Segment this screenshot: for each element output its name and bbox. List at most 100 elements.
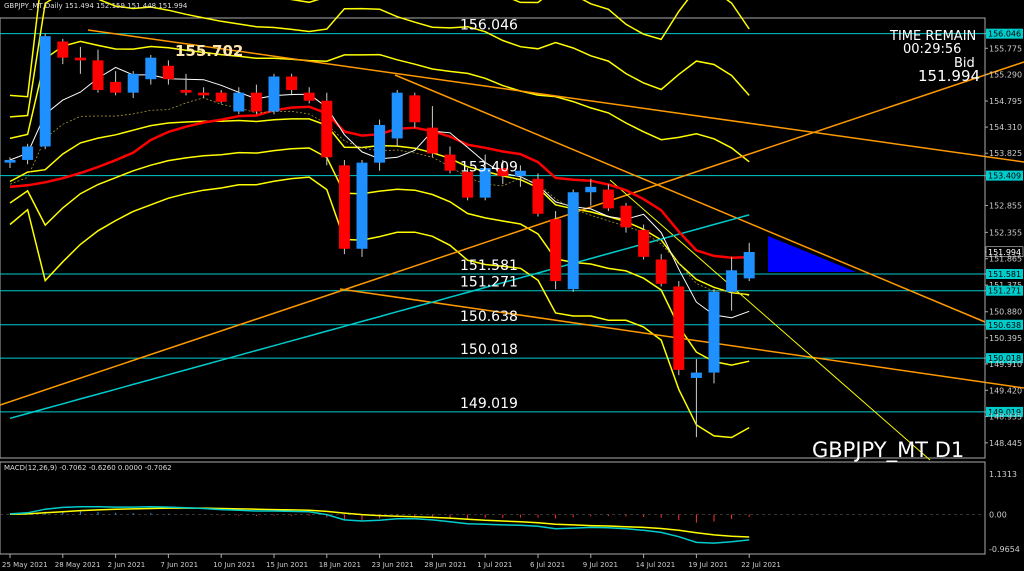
candle-bear (321, 100, 333, 158)
candles (4, 33, 755, 438)
y-tag-bg (986, 170, 1023, 181)
y-tag-bg (986, 285, 1023, 296)
x-tick-label: 19 Jul 2021 (688, 561, 728, 569)
price-axis: 156.046 155.775 155.290 154.795 154.310 153.8… (984, 18, 1024, 458)
x-tick-label: 15 Jun 2021 (266, 561, 308, 569)
macd-tick-label: 1.1313 (989, 470, 1017, 479)
macd-signal-line (9, 507, 750, 538)
bid-value: 151.994 (918, 67, 980, 85)
candle-bull (22, 146, 34, 160)
y-tick-label: 154.310 (989, 123, 1022, 132)
candle-bear (620, 205, 632, 228)
y-tick-label: 152.355 (989, 228, 1022, 237)
bid-label: Bid (954, 56, 975, 71)
candle-bear (602, 189, 614, 209)
y-tick-label: 149.910 (989, 360, 1022, 369)
candle-bear (74, 57, 86, 61)
candle-bear (444, 154, 456, 171)
candle-bear (180, 89, 192, 93)
band-upper-1 (9, 40, 750, 163)
macd-tick-label: 0.00 (989, 511, 1007, 520)
candle-bull (268, 76, 280, 112)
hline-label-151.581: 151.581 (460, 258, 518, 274)
candle-bear (550, 219, 562, 282)
trendline-channel (394, 74, 986, 323)
band-lower-2 (9, 147, 750, 366)
x-tick-label: 28 May 2021 (55, 561, 101, 569)
time-remain-value: 00:29:56 (903, 42, 961, 57)
macd-indicator: MACD(12,26,9) -0.7062 -0.6260 0.0000 -0.… (0, 464, 1020, 554)
chart-header: GBPJPY_MT,Daily 151.494 152.159 151.448 … (4, 2, 188, 10)
time-axis: 25 May 2021 28 May 2021 2 Jun 2021 7 Jun 20… (2, 554, 781, 569)
y-tick-label: 155.775 (989, 44, 1022, 53)
candle-bull (726, 270, 738, 292)
macd-panel-frame (0, 461, 986, 555)
candle-bear (57, 41, 69, 58)
y-tick-label: 151.375 (989, 281, 1022, 290)
blue-triangle-marker (768, 236, 856, 272)
y-tag-label: 150.638 (988, 321, 1021, 330)
trendline-steep (609, 179, 931, 461)
candle-bull (585, 186, 597, 193)
x-tick-label: 1 Jul 2021 (477, 561, 512, 569)
candle-bull (708, 291, 720, 373)
candle-bull (479, 168, 491, 198)
y-tag-label: 153.409 (988, 172, 1021, 181)
candle-bear (215, 92, 227, 102)
candle-bull (391, 92, 403, 139)
candle-bear (655, 259, 667, 284)
y-tick-label: 154.795 (989, 97, 1022, 106)
hline-label-151.271: 151.271 (460, 275, 518, 291)
hline-label-150.638: 150.638 (460, 309, 518, 325)
candle-bear (532, 178, 544, 214)
candle-bear (198, 92, 210, 96)
y-tag-bg (986, 319, 1023, 330)
candle-bear (673, 286, 685, 370)
candle-bear (286, 76, 298, 90)
candle-bull (233, 92, 245, 112)
y-tag-label: 150.018 (988, 354, 1021, 363)
candle-bull (39, 36, 51, 147)
y-tick-label: 155.290 (989, 70, 1022, 79)
candle-bear (303, 92, 315, 101)
y-tick-label: 151.865 (989, 255, 1022, 264)
symbol-watermark: GBPJPY_MT D1 (812, 438, 964, 463)
hline-label-156.046: 156.046 (460, 18, 518, 34)
candle-bear (497, 168, 509, 177)
y-tick-label: 150.395 (989, 334, 1022, 343)
y-tick-label: 150.880 (989, 308, 1022, 317)
ma-aqua-line (9, 214, 750, 420)
x-tick-label: 9 Jul 2021 (583, 561, 618, 569)
trendline-falling-upper (87, 29, 1024, 163)
y-tag-label: 151.271 (988, 287, 1021, 296)
y-tag-label: 156.046 (988, 30, 1021, 39)
y-tick-label: 153.825 (989, 149, 1022, 158)
x-tick-label: 6 Jul 2021 (530, 561, 565, 569)
candle-bear (250, 92, 262, 112)
y-tag-bg (986, 269, 1023, 280)
candle-bear (426, 127, 438, 154)
candle-bear (409, 95, 421, 123)
price-annotation: 155.702 (175, 42, 243, 60)
x-tick-label: 14 Jul 2021 (636, 561, 676, 569)
y-tag-label: 149.019 (988, 408, 1021, 417)
y-tick-label: 148.445 (989, 439, 1022, 448)
candle-bull (690, 372, 702, 378)
horizontal-levels (0, 33, 985, 413)
candle-bull (145, 57, 157, 80)
x-tick-label: 23 Jun 2021 (372, 561, 414, 569)
candle-bull (514, 170, 526, 177)
trendline-rising (0, 61, 1024, 406)
y-tick-label: 149.420 (989, 386, 1022, 395)
y-tick-label: 152.855 (989, 201, 1022, 210)
macd-tick-label: -0.9654 (989, 545, 1020, 554)
x-tick-label: 2 Jun 2021 (108, 561, 146, 569)
ma-dotted-line (9, 97, 750, 297)
x-tick-label: 22 Jul 2021 (741, 561, 781, 569)
candle-bull (356, 162, 368, 249)
y-tag-label: 151.581 (988, 270, 1021, 279)
hline-label-153.409: 153.409 (460, 160, 518, 176)
